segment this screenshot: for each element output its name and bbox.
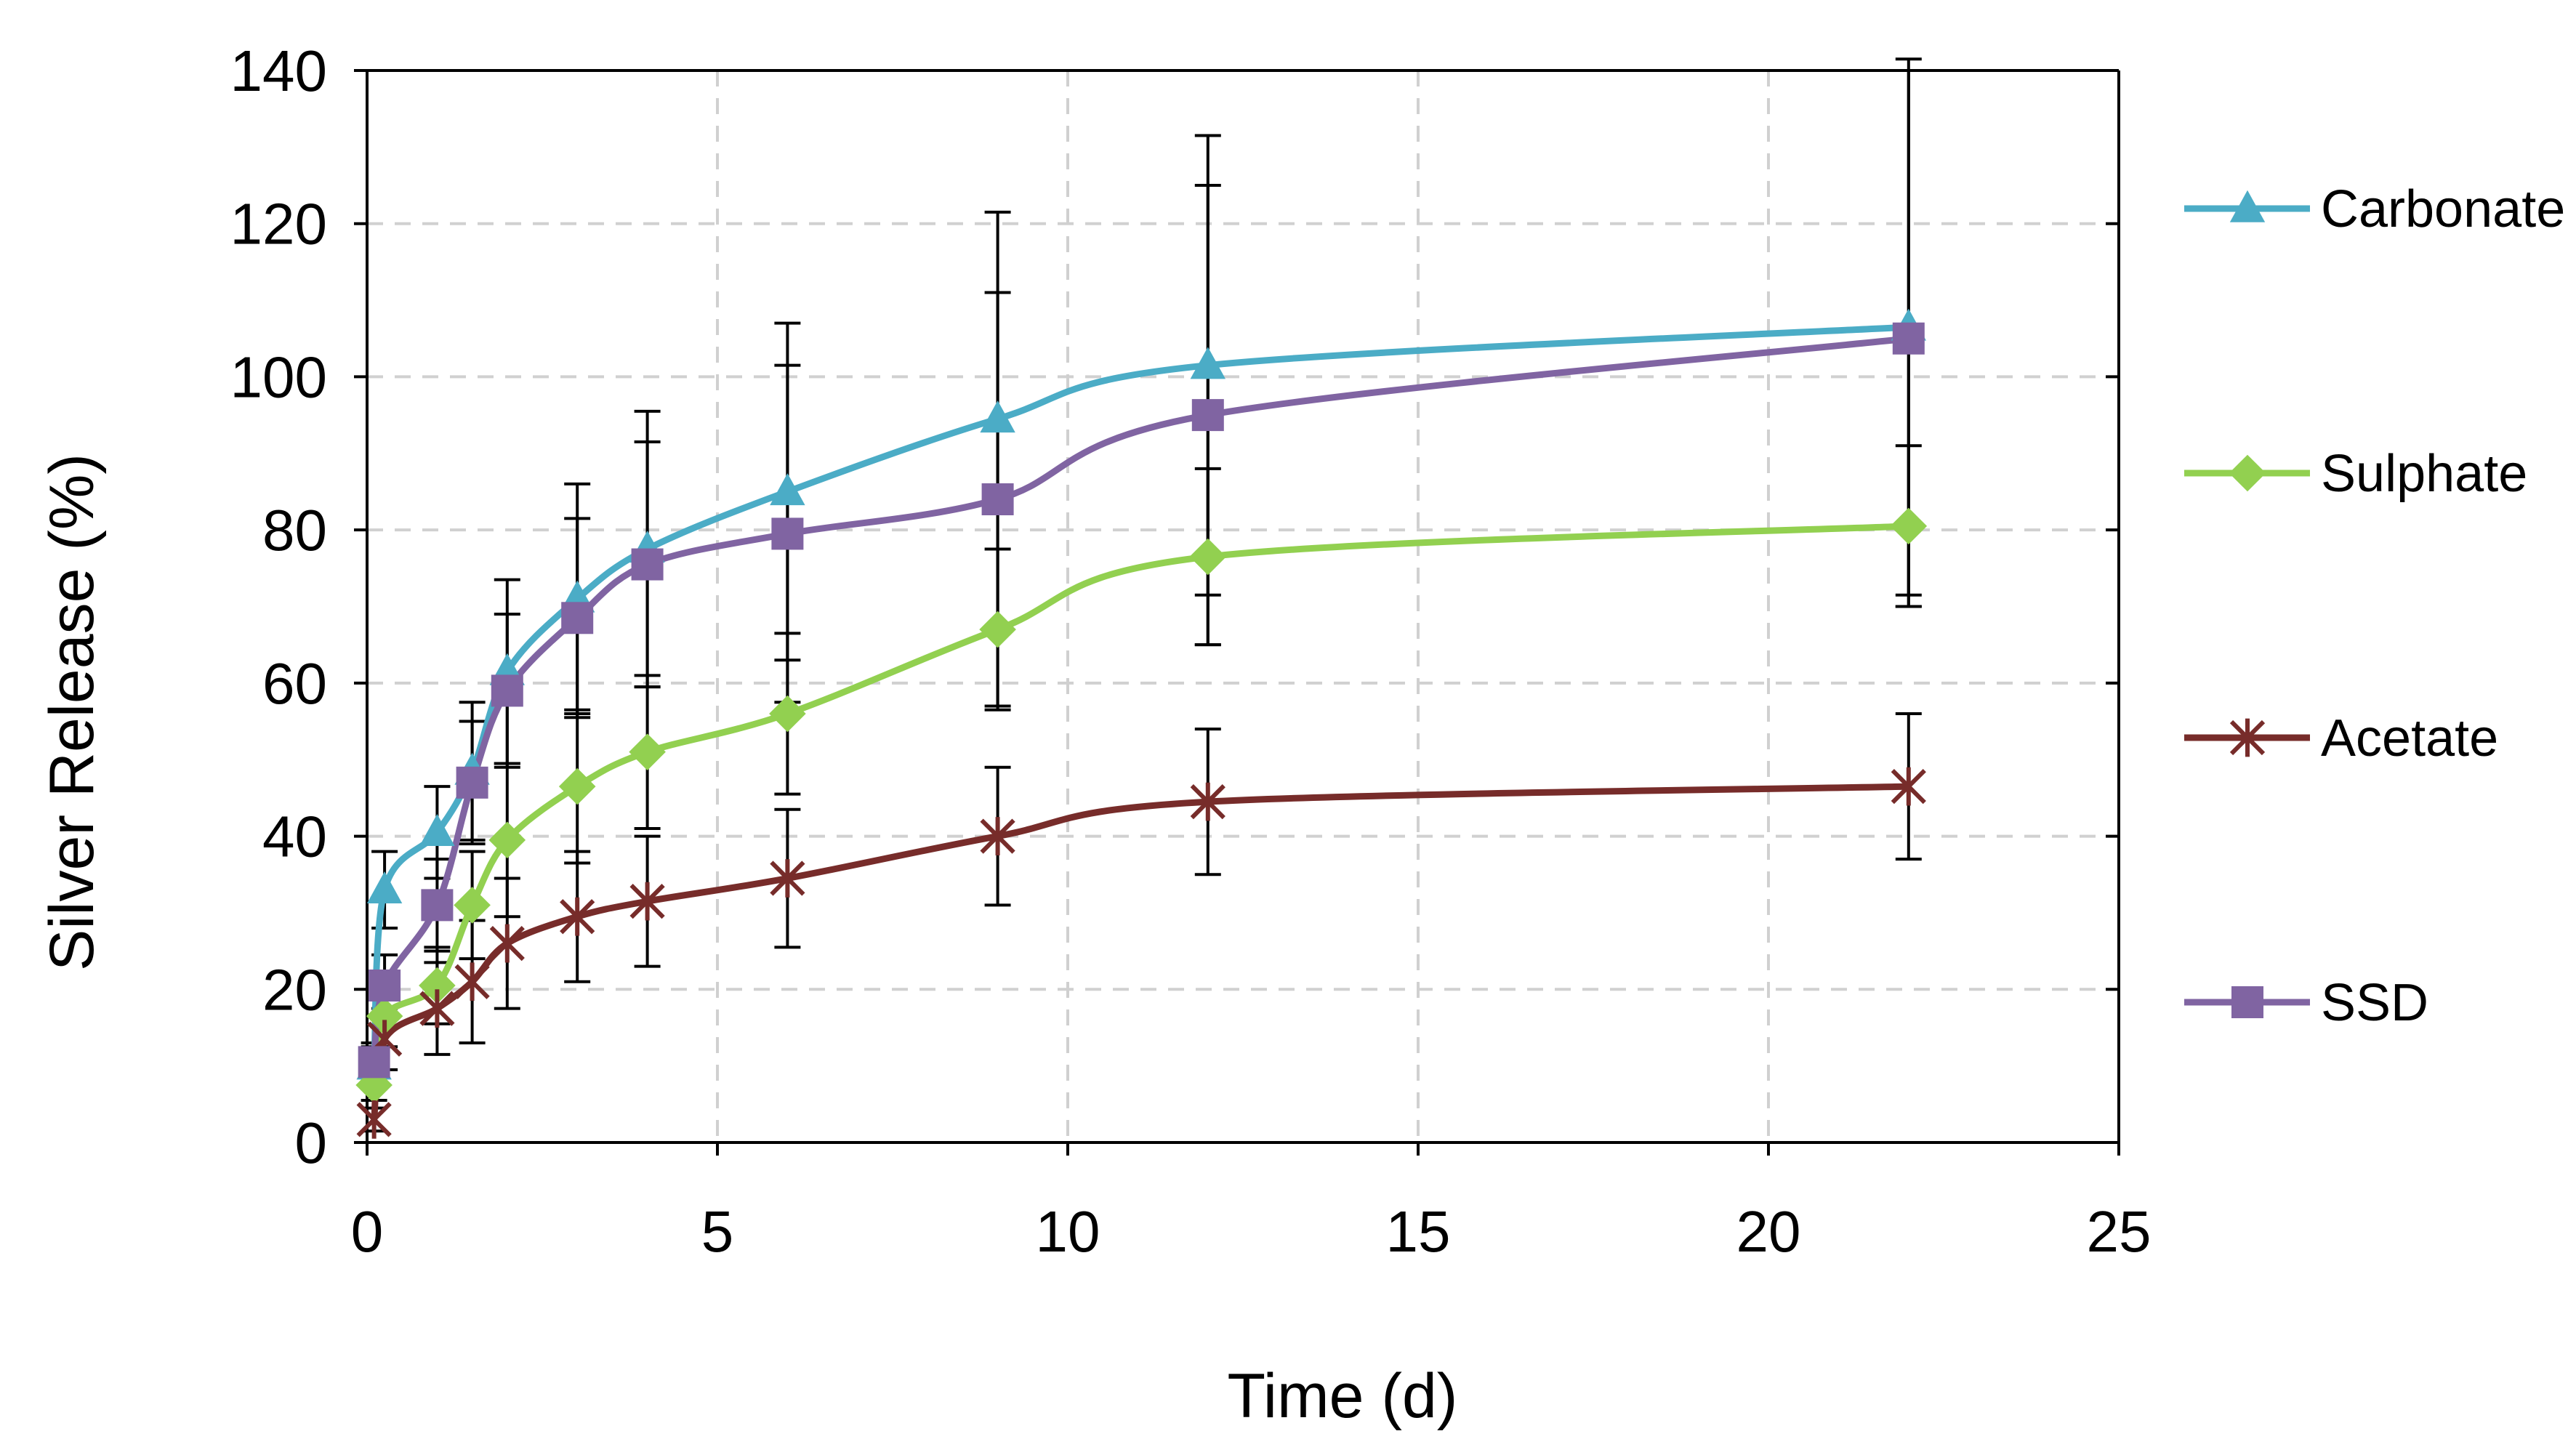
carbonate-legend-marker xyxy=(2229,190,2266,222)
tick-labels: 0 20 40 60 80 100 120 140 0 5 10 15 20 25 xyxy=(230,39,2152,1264)
acetate-point xyxy=(356,1100,392,1139)
acetate-point xyxy=(454,962,490,1001)
y-tick-label: 140 xyxy=(230,39,327,103)
ssd-point xyxy=(421,889,454,922)
y-tick-label: 0 xyxy=(295,1111,328,1175)
x-tick-label: 10 xyxy=(1036,1199,1100,1264)
ssd-point xyxy=(358,1046,390,1079)
x-tick-label: 20 xyxy=(1736,1199,1801,1264)
sulphate-point xyxy=(769,695,806,733)
ssd-point xyxy=(981,483,1014,515)
series-lines xyxy=(371,323,1909,1120)
legend: Carbonate Sulphate Acetate SSD xyxy=(2184,180,2565,1032)
y-tick-label: 80 xyxy=(262,498,327,563)
carbonate-point xyxy=(366,871,403,904)
ssd-line xyxy=(371,335,1909,1063)
y-tick-label: 120 xyxy=(230,192,327,257)
acetate-point xyxy=(770,859,805,898)
error-bars xyxy=(361,57,1922,1133)
acetate-point xyxy=(419,989,455,1028)
acetate-point xyxy=(560,897,595,936)
grid xyxy=(367,69,2120,1142)
ssd-point xyxy=(1892,322,1925,355)
sulphate-point xyxy=(1890,507,1928,545)
sulphate-point xyxy=(488,821,526,859)
sulphate-legend-marker xyxy=(2229,454,2266,492)
sulphate-point xyxy=(629,733,666,770)
y-tick-label: 60 xyxy=(262,651,327,716)
y-tick-label: 40 xyxy=(262,805,327,869)
x-axis-title: Time (d) xyxy=(1228,1361,1458,1431)
acetate-legend-marker xyxy=(2229,718,2266,757)
carbonate-point xyxy=(980,400,1015,433)
sulphate-point xyxy=(366,997,403,1035)
sulphate-point xyxy=(1189,538,1227,576)
sulphate-point xyxy=(558,767,596,805)
ssd-point xyxy=(456,766,488,799)
carbonate-point xyxy=(770,473,805,506)
sulphate-point xyxy=(454,887,491,924)
y-tick-label: 20 xyxy=(262,957,327,1022)
y-tick-label: 100 xyxy=(230,344,327,409)
ssd-point xyxy=(491,674,523,707)
x-tick-label: 15 xyxy=(1386,1199,1451,1264)
carbonate-point xyxy=(1190,347,1225,379)
series-markers xyxy=(355,308,1928,1139)
ssd-point xyxy=(631,548,664,581)
sulphate-legend-label: Sulphate xyxy=(2321,445,2527,503)
axes xyxy=(354,69,2120,1156)
carbonate-line xyxy=(371,323,1909,1066)
x-tick-label: 25 xyxy=(2087,1199,2152,1264)
ssd-legend-label: SSD xyxy=(2321,974,2428,1032)
ssd-point xyxy=(561,602,594,634)
acetate-point xyxy=(1190,782,1225,821)
acetate-point xyxy=(489,924,525,963)
acetate-point xyxy=(980,817,1015,855)
ssd-point xyxy=(771,517,804,550)
ssd-point xyxy=(369,970,401,1002)
acetate-legend-label: Acetate xyxy=(2321,709,2498,767)
ssd-legend-marker xyxy=(2231,986,2263,1018)
sulphate-point xyxy=(979,610,1016,648)
acetate-point xyxy=(629,882,665,921)
sulphate-point xyxy=(419,967,456,1004)
y-axis-title: Silver Release (%) xyxy=(37,454,107,971)
carbonate-point xyxy=(419,814,455,847)
sulphate-line xyxy=(371,523,1909,1086)
x-tick-label: 5 xyxy=(701,1199,734,1264)
x-tick-label: 0 xyxy=(351,1199,384,1264)
carbonate-legend-label: Carbonate xyxy=(2321,180,2565,238)
acetate-point xyxy=(1891,767,1926,806)
ssd-point xyxy=(1191,399,1224,432)
